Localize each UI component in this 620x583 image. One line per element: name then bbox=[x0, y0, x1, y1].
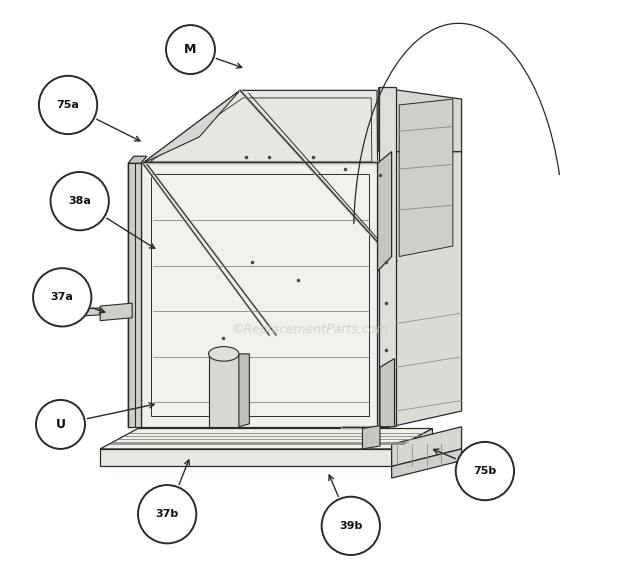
Text: 75b: 75b bbox=[473, 466, 497, 476]
Ellipse shape bbox=[208, 346, 239, 361]
Text: M: M bbox=[184, 43, 197, 56]
Polygon shape bbox=[141, 163, 380, 427]
Text: 37b: 37b bbox=[156, 509, 179, 519]
Polygon shape bbox=[392, 449, 461, 478]
Text: 37a: 37a bbox=[51, 292, 74, 303]
Polygon shape bbox=[100, 429, 432, 449]
Polygon shape bbox=[377, 163, 389, 427]
Text: 75a: 75a bbox=[56, 100, 79, 110]
Polygon shape bbox=[239, 354, 249, 427]
Polygon shape bbox=[143, 90, 240, 163]
Text: U: U bbox=[55, 418, 66, 431]
Circle shape bbox=[456, 442, 514, 500]
Polygon shape bbox=[380, 359, 394, 427]
Circle shape bbox=[51, 172, 109, 230]
Polygon shape bbox=[128, 156, 147, 163]
Circle shape bbox=[138, 485, 197, 543]
Polygon shape bbox=[128, 163, 141, 427]
Polygon shape bbox=[392, 427, 461, 466]
Polygon shape bbox=[379, 87, 396, 426]
Polygon shape bbox=[143, 90, 378, 163]
Circle shape bbox=[322, 497, 380, 555]
Circle shape bbox=[33, 268, 91, 326]
Polygon shape bbox=[100, 449, 394, 466]
Text: ©ReplacementParts.com: ©ReplacementParts.com bbox=[231, 323, 389, 336]
Polygon shape bbox=[82, 308, 100, 316]
Polygon shape bbox=[100, 303, 132, 321]
Polygon shape bbox=[394, 429, 432, 466]
Text: 38a: 38a bbox=[68, 196, 91, 206]
Polygon shape bbox=[399, 99, 453, 257]
Polygon shape bbox=[378, 152, 392, 271]
Circle shape bbox=[39, 76, 97, 134]
Polygon shape bbox=[208, 354, 239, 427]
Text: 39b: 39b bbox=[339, 521, 363, 531]
Circle shape bbox=[166, 25, 215, 74]
Polygon shape bbox=[363, 426, 380, 449]
Polygon shape bbox=[396, 152, 461, 426]
Circle shape bbox=[36, 400, 85, 449]
Polygon shape bbox=[379, 87, 461, 152]
